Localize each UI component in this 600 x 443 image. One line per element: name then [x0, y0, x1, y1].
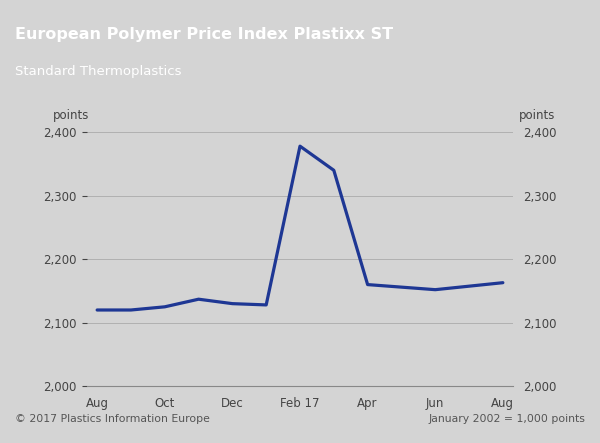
Text: January 2002 = 1,000 points: January 2002 = 1,000 points [428, 414, 585, 424]
Text: Standard Thermoplastics: Standard Thermoplastics [15, 65, 182, 78]
Text: European Polymer Price Index Plastixx ST: European Polymer Price Index Plastixx ST [15, 27, 393, 42]
Text: points: points [53, 109, 89, 122]
Text: points: points [519, 109, 556, 122]
Text: © 2017 Plastics Information Europe: © 2017 Plastics Information Europe [15, 414, 210, 424]
